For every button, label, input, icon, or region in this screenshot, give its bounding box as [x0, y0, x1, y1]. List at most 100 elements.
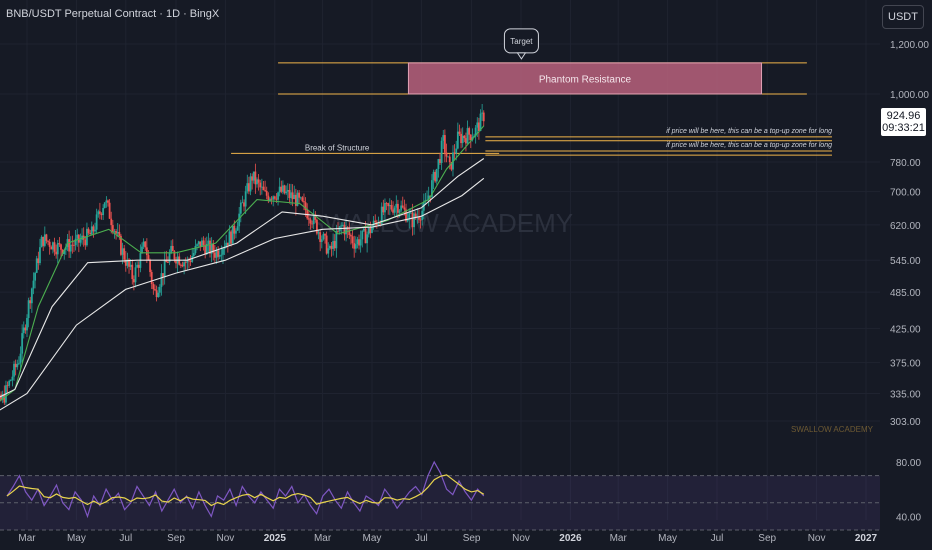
candle-body — [196, 244, 198, 246]
candle-body — [43, 234, 46, 246]
candle-body — [137, 264, 140, 268]
candle-body — [460, 133, 462, 144]
candle-body — [228, 231, 231, 246]
candle-body — [155, 290, 158, 297]
candle-body — [458, 131, 461, 134]
candle-body — [364, 228, 367, 244]
time-axis-label: 2026 — [559, 533, 582, 544]
candle-body — [309, 219, 312, 224]
candle-body — [456, 131, 459, 149]
candle-body — [413, 213, 416, 228]
candle-body — [220, 254, 223, 256]
candle-body — [97, 211, 100, 215]
center-watermark: SWALLOW ACADEMY — [307, 208, 573, 238]
candle-body — [353, 243, 356, 249]
candle-body — [11, 376, 14, 381]
candle-body — [247, 183, 250, 192]
rsi-panel — [0, 475, 880, 531]
candle-body — [56, 243, 59, 255]
candle-body — [108, 202, 111, 219]
candle-body — [432, 171, 435, 181]
candle-body — [275, 198, 278, 200]
candle-body — [332, 241, 335, 249]
price-axis[interactable]: 1,200.00 1,000.00 780.00 700.00 620.00 545.00… — [890, 40, 929, 428]
rsi-lines — [6, 460, 485, 519]
candle-body — [314, 214, 317, 220]
candle-body — [79, 239, 82, 243]
candle-body — [47, 240, 49, 242]
time-axis-label: Sep — [463, 533, 481, 544]
candle-body — [340, 225, 343, 227]
candle-body — [249, 176, 252, 192]
candle-body — [136, 264, 139, 268]
candle-body — [298, 192, 301, 198]
candle-body — [171, 245, 174, 252]
candle-body — [282, 185, 284, 192]
candle-body — [447, 156, 450, 158]
candle-body — [179, 264, 182, 266]
candle-body — [343, 224, 346, 235]
chart-title: BNB/USDT Perpetual Contract · 1D · BingX — [6, 8, 220, 20]
candle-body — [167, 262, 169, 263]
candle-body — [286, 190, 289, 192]
candle-body — [40, 236, 43, 248]
candle-body — [371, 227, 373, 233]
time-axis-label: 2027 — [855, 533, 878, 544]
candle-body — [319, 232, 322, 242]
candle-body — [325, 235, 328, 254]
candle-body — [379, 222, 381, 225]
candle-body — [165, 259, 168, 263]
candle-body — [320, 239, 323, 242]
candle-body — [299, 197, 302, 199]
candle-body — [437, 159, 440, 169]
candle-body — [395, 203, 398, 208]
candle-body — [307, 218, 310, 220]
candle-body — [362, 228, 365, 231]
candle-body — [118, 231, 121, 236]
candle-body — [335, 230, 338, 249]
candle-body — [3, 394, 6, 403]
candle-body — [296, 192, 299, 206]
rsi-axis-label: 80.00 — [896, 458, 921, 469]
candle-body — [317, 232, 320, 234]
time-axis-label: Mar — [610, 533, 628, 544]
candle-body — [477, 122, 480, 132]
candle-body — [439, 159, 441, 163]
candle-body — [202, 240, 205, 246]
candle-body — [100, 213, 103, 216]
candle-body — [19, 353, 22, 364]
candle-body — [152, 284, 155, 290]
candle-body — [111, 225, 114, 232]
rsi-band-fill — [0, 475, 880, 530]
candle-body — [461, 135, 464, 144]
candle-body — [235, 230, 237, 234]
candle-body — [89, 232, 92, 235]
candle-body — [30, 288, 33, 304]
candle-body — [241, 202, 244, 204]
candle-body — [272, 196, 275, 200]
candle-body — [400, 205, 403, 211]
candle-body — [1, 394, 4, 400]
candle-body — [358, 239, 360, 246]
candle-body — [479, 113, 482, 132]
time-axis-label: Sep — [758, 533, 776, 544]
candle-body — [95, 214, 98, 230]
candle-body — [84, 239, 87, 246]
candle-body — [366, 234, 369, 244]
candle-body — [418, 216, 420, 220]
candle-body — [328, 245, 331, 249]
candle-body — [27, 300, 30, 318]
currency-button[interactable]: USDT — [882, 5, 924, 29]
candle-body — [405, 209, 407, 222]
candle-body — [110, 218, 113, 226]
candle-body — [431, 180, 433, 197]
candle-body — [105, 200, 108, 203]
time-axis[interactable]: Mar May Jul Sep Nov 2025 Mar May Jul Sep Nov 2026 Ma… — [18, 533, 877, 544]
candle-body — [14, 363, 17, 368]
candle-body — [192, 252, 195, 257]
candle-body — [414, 213, 417, 218]
candle-body — [403, 207, 406, 210]
candle-body — [173, 251, 176, 260]
candle-body — [142, 241, 145, 247]
